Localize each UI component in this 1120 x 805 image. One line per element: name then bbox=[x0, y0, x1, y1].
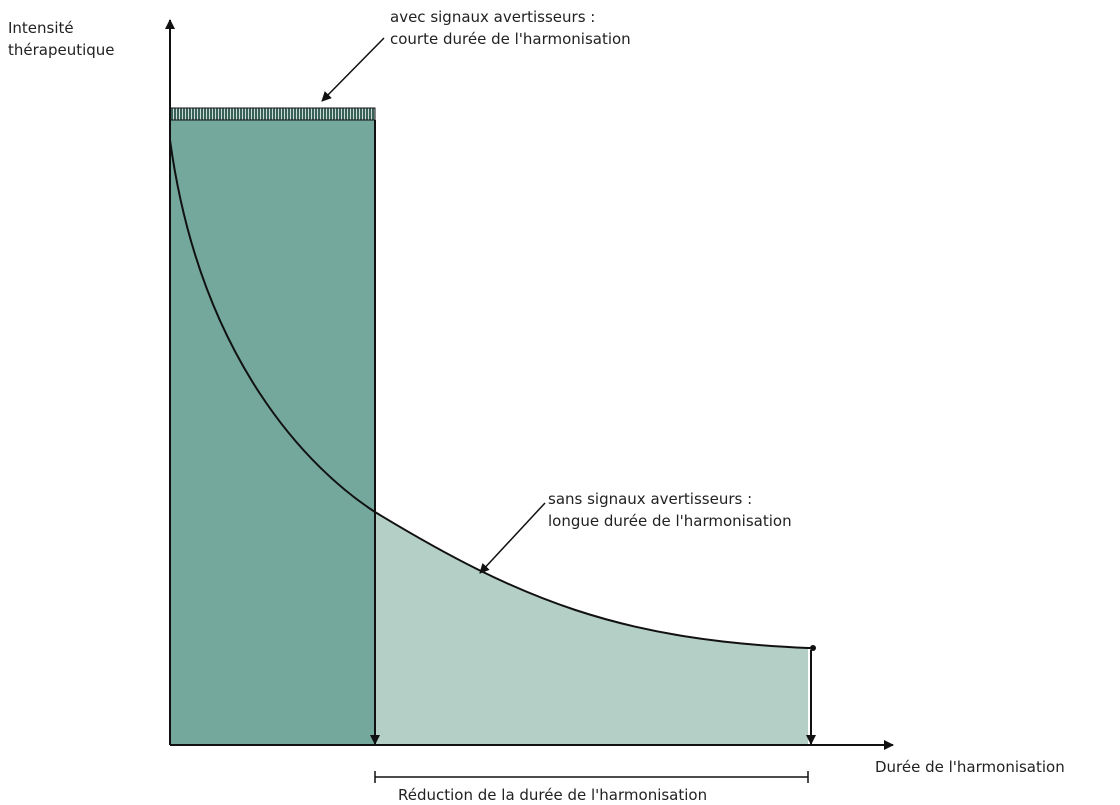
without-signals-label-line1: sans signaux avertisseurs : bbox=[548, 490, 752, 508]
long-duration-area bbox=[375, 512, 808, 745]
y-axis-label-line2: thérapeutique bbox=[8, 41, 115, 59]
y-axis-label-line1: Intensité bbox=[8, 19, 74, 37]
with-signals-pointer-arrow bbox=[321, 37, 385, 102]
with-signals-label-line2: courte durée de l'harmonisation bbox=[390, 30, 631, 48]
reduction-bracket bbox=[374, 771, 809, 783]
curve-end-point bbox=[810, 645, 816, 651]
reduction-label: Réduction de la durée de l'harmonisation bbox=[398, 786, 707, 804]
short-duration-area bbox=[170, 108, 375, 745]
short-duration-top-band bbox=[169, 107, 376, 121]
x-axis-label: Durée de l'harmonisation bbox=[875, 758, 1065, 776]
without-signals-label-line2: longue durée de l'harmonisation bbox=[548, 512, 792, 530]
without-signals-pointer-arrow bbox=[479, 502, 546, 574]
with-signals-label-line1: avec signaux avertisseurs : bbox=[390, 8, 595, 26]
